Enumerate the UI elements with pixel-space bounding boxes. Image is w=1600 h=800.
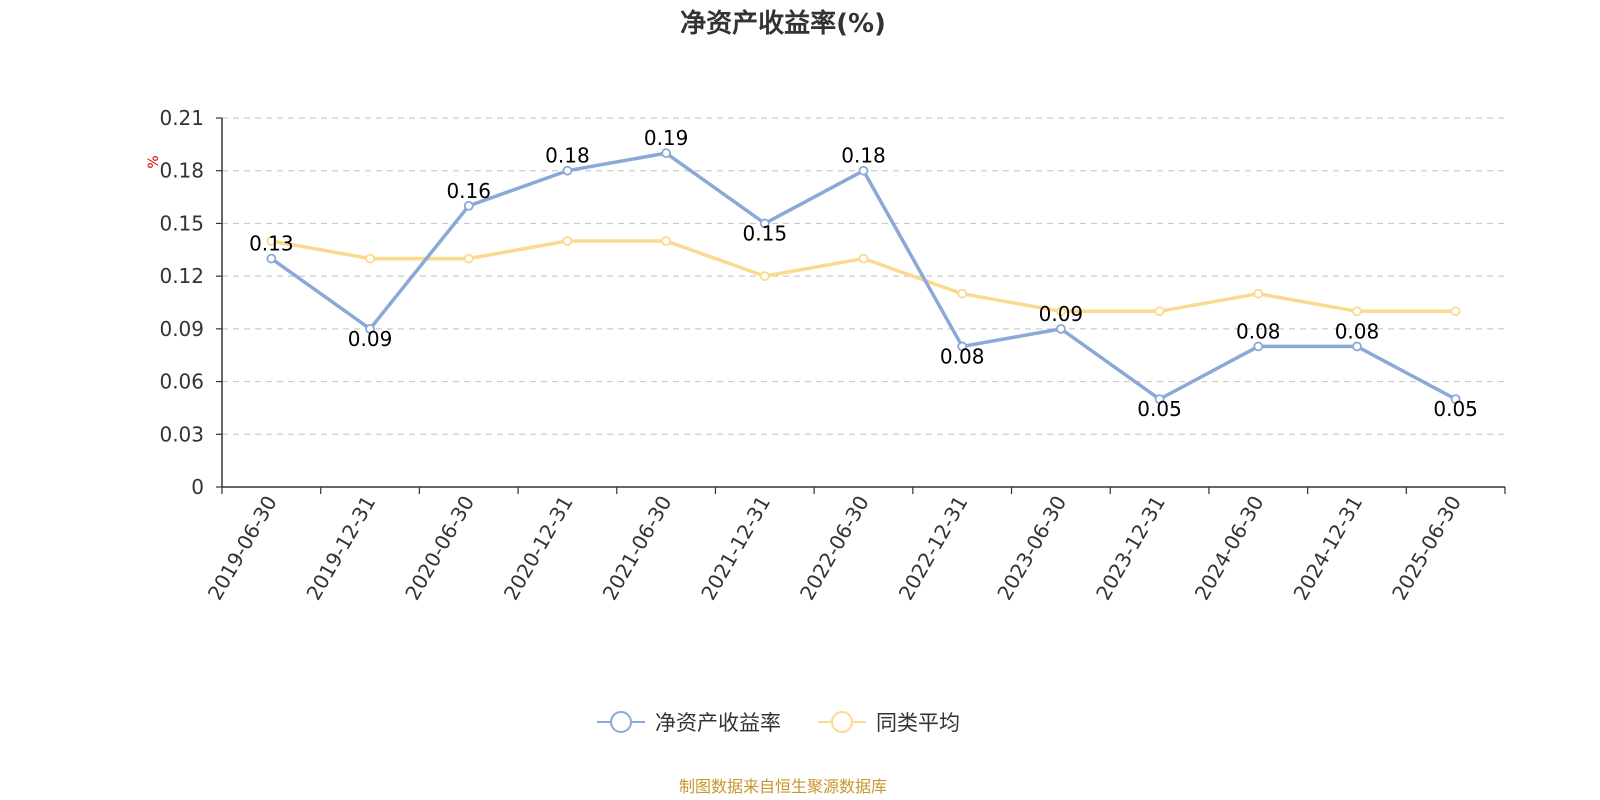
data-label: 0.05 bbox=[1433, 397, 1478, 421]
data-point bbox=[1352, 306, 1362, 317]
x-tick-label: 2021-06-30 bbox=[598, 492, 677, 605]
data-point bbox=[463, 200, 474, 211]
y-tick-label: 0.21 bbox=[159, 106, 204, 130]
chart-title: 净资产收益率(%) bbox=[680, 8, 886, 39]
series-layer bbox=[266, 148, 1461, 405]
data-point bbox=[266, 253, 277, 264]
x-tick-label: 2019-06-30 bbox=[203, 492, 282, 605]
data-point bbox=[1253, 288, 1264, 299]
data-label: 0.16 bbox=[446, 179, 491, 203]
data-point bbox=[858, 165, 869, 176]
data-label: 0.19 bbox=[644, 126, 689, 150]
data-label: 0.09 bbox=[1039, 302, 1084, 326]
data-point bbox=[1055, 323, 1066, 334]
x-tick-label: 2022-06-30 bbox=[795, 492, 874, 605]
data-point bbox=[1450, 306, 1461, 317]
data-point bbox=[365, 323, 375, 334]
data-point bbox=[957, 341, 968, 352]
legend-marker bbox=[831, 711, 853, 733]
x-tick-label: 2021-12-31 bbox=[696, 492, 775, 605]
data-labels: 0.13 0.09 0.16 0.18 0.19 0.15 0.18 0.08 0.09 0.05… bbox=[249, 126, 1478, 421]
data-label: 0.18 bbox=[545, 144, 590, 168]
data-point bbox=[1352, 341, 1362, 352]
data-point bbox=[957, 288, 968, 299]
data-point bbox=[759, 218, 770, 229]
data-point bbox=[1253, 341, 1264, 352]
data-label: 0.08 bbox=[1335, 319, 1380, 343]
y-tick-label: 0.12 bbox=[159, 264, 204, 288]
data-point bbox=[1154, 306, 1165, 317]
x-tick-label: 2020-12-31 bbox=[499, 492, 578, 605]
y-tick-label: 0.09 bbox=[159, 317, 204, 341]
x-tick-label: 2022-12-31 bbox=[894, 492, 973, 605]
x-tick-label: 2025-06-30 bbox=[1387, 492, 1466, 605]
x-tick-label: 2023-12-31 bbox=[1091, 492, 1170, 605]
data-label: 0.08 bbox=[1236, 319, 1281, 343]
data-point bbox=[1055, 306, 1066, 317]
data-point bbox=[562, 165, 573, 176]
data-point bbox=[661, 148, 672, 159]
data-point bbox=[562, 236, 573, 246]
data-label: 0.13 bbox=[249, 232, 294, 256]
data-label: 0.18 bbox=[841, 144, 886, 168]
grid-lines bbox=[222, 117, 1505, 435]
source-note: 制图数据来自恒生聚源数据库 bbox=[679, 777, 887, 796]
data-point bbox=[365, 253, 375, 264]
data-label: 0.15 bbox=[743, 221, 788, 245]
legend-marker bbox=[610, 711, 632, 733]
data-label: 0.05 bbox=[1137, 397, 1182, 421]
y-tick-label: 0.15 bbox=[159, 211, 204, 235]
data-label: 0.08 bbox=[940, 344, 985, 368]
legend-label: 同类平均 bbox=[876, 711, 960, 735]
data-point bbox=[1450, 394, 1461, 405]
data-point bbox=[1154, 394, 1165, 405]
data-point bbox=[463, 253, 474, 264]
data-point bbox=[266, 236, 277, 246]
legend-label: 净资产收益率 bbox=[655, 711, 781, 735]
x-tick-label: 2019-12-31 bbox=[301, 492, 380, 605]
x-tick-label: 2024-06-30 bbox=[1190, 492, 1269, 605]
x-tick-label: 2023-06-30 bbox=[992, 492, 1071, 605]
y-axis-unit: % bbox=[146, 155, 162, 168]
data-label: 0.09 bbox=[348, 327, 393, 351]
data-point bbox=[858, 253, 869, 264]
y-tick-label: 0 bbox=[191, 475, 204, 499]
data-point bbox=[759, 271, 770, 282]
y-tick-label: 0.03 bbox=[159, 422, 204, 446]
data-point bbox=[661, 236, 672, 246]
y-tick-label: 0.06 bbox=[159, 370, 204, 394]
x-tick-label: 2020-06-30 bbox=[400, 492, 479, 605]
legend: 净资产收益率 同类平均 bbox=[597, 711, 960, 735]
y-tick-label: 0.18 bbox=[159, 159, 204, 183]
x-tick-label: 2024-12-31 bbox=[1288, 492, 1367, 605]
